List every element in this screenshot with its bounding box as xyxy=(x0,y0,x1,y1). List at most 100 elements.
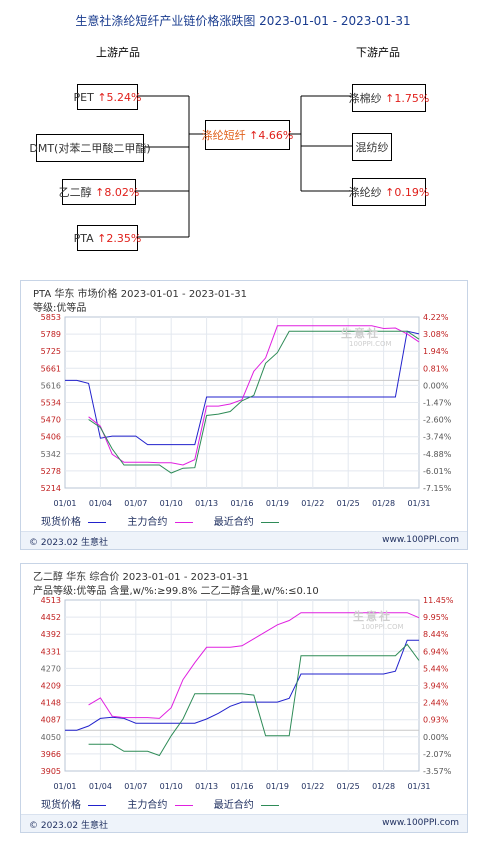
series-line-main xyxy=(88,325,420,466)
y-right-tick-label: 4.22% xyxy=(423,313,449,322)
x-tick-label: 01/07 xyxy=(124,782,147,791)
node-change: 8.02% xyxy=(104,185,140,199)
y-right-tick-label: 2.44% xyxy=(423,699,449,708)
y-left-tick-label: 3905 xyxy=(41,767,61,776)
x-tick-label: 01/13 xyxy=(195,499,218,508)
x-tick-label: 01/25 xyxy=(337,499,360,508)
chart-footer: © 2023.02 生意社 www.100PPI.com xyxy=(21,531,467,549)
y-right-tick-label: -2.60% xyxy=(423,416,452,425)
y-left-tick-label: 5616 xyxy=(41,381,61,390)
series-line-main xyxy=(88,612,420,719)
page-title: 生意社涤纶短纤产业链价格涨跌图 2023-01-01 - 2023-01-31 xyxy=(75,14,411,28)
y-right-tick-label: -3.57% xyxy=(423,767,452,776)
y-left-tick-label: 4148 xyxy=(41,699,61,708)
x-tick-label: 01/04 xyxy=(89,499,112,508)
y-right-tick-label: 11.45% xyxy=(423,596,454,605)
node-name: PET xyxy=(73,90,94,104)
chart-footer: © 2023.02 生意社 www.100PPI.com xyxy=(21,814,467,832)
footer-copyright: © 2023.02 生意社 xyxy=(29,821,108,831)
upstream-node-meg[interactable]: 乙二醇 ↑ 8.02% xyxy=(58,179,140,205)
y-right-tick-label: 3.94% xyxy=(423,682,449,691)
y-left-tick-label: 5534 xyxy=(41,399,61,408)
legend-recent-label: 最近合约 xyxy=(213,517,254,528)
node-name: 涤纶纱 xyxy=(348,186,382,199)
series-line-spot xyxy=(65,639,419,731)
legend-spot-label: 现货价格 xyxy=(41,517,81,528)
y-right-tick-label: 6.94% xyxy=(423,647,449,656)
downstream-node-polyester-yarn[interactable]: 涤纶纱 ↑ 0.19% xyxy=(348,178,430,206)
upstream-node-pet[interactable]: PET ↑ 5.24% xyxy=(73,84,142,110)
meg-chart-svg: 4513 11.45% 4452 9.95% 4392 8.44% 4331 6.94% 427… xyxy=(41,596,454,791)
up-arrow-icon: ↑ xyxy=(91,185,105,199)
legend-recent-swatch xyxy=(260,804,279,806)
y-left-tick-label: 4392 xyxy=(41,630,61,639)
y-left-tick-label: 5278 xyxy=(41,467,61,476)
y-left-tick-label: 4209 xyxy=(41,682,61,691)
footer-url[interactable]: www.100PPI.com xyxy=(382,535,459,545)
legend-main-label: 主力合约 xyxy=(127,800,168,811)
x-tick-label: 01/28 xyxy=(372,499,395,508)
y-left-tick-label: 5661 xyxy=(41,364,61,373)
legend-spot-swatch xyxy=(88,521,107,523)
series-line-spot xyxy=(65,330,420,446)
y-left-tick-label: 5342 xyxy=(41,450,61,459)
node-name: DMT(对苯二甲酸二甲酯) xyxy=(29,142,151,155)
footer-copyright: © 2023.02 生意社 xyxy=(29,538,108,548)
y-right-tick-label: 0.00% xyxy=(423,733,449,742)
node-name: 混纺纱 xyxy=(355,141,389,154)
up-arrow-icon: ↑ xyxy=(93,90,107,104)
x-tick-label: 01/28 xyxy=(372,782,395,791)
downstream-node-blended-yarn[interactable]: 混纺纱 xyxy=(352,133,392,161)
x-tick-label: 01/25 xyxy=(337,782,360,791)
node-name: 乙二醇 xyxy=(58,186,92,199)
node-change: 2.35% xyxy=(106,231,142,245)
y-right-tick-label: -6.01% xyxy=(423,467,452,476)
legend-recent-label: 最近合约 xyxy=(213,800,254,811)
x-tick-label: 01/16 xyxy=(230,499,253,508)
y-left-tick-label: 4050 xyxy=(41,733,61,742)
center-node[interactable]: 涤纶短纤 ↑ 4.66% xyxy=(201,120,294,150)
center-name: 涤纶短纤 xyxy=(201,129,246,142)
x-tick-label: 01/10 xyxy=(160,782,183,791)
node-name: 涤棉纱 xyxy=(348,92,382,105)
node-change: 5.24% xyxy=(106,90,142,104)
y-left-tick-label: 5789 xyxy=(41,330,61,339)
y-right-tick-label: 5.44% xyxy=(423,664,449,673)
node-name: PTA xyxy=(73,231,94,245)
y-right-tick-label: 3.08% xyxy=(423,330,449,339)
y-left-tick-label: 5853 xyxy=(41,313,61,322)
x-tick-label: 01/16 xyxy=(230,782,253,791)
x-tick-label: 01/01 xyxy=(53,782,76,791)
chart-legend: 现货价格 主力合约 最近合约 xyxy=(41,796,279,811)
downstream-node-tc-yarn[interactable]: 涤棉纱 ↑ 1.75% xyxy=(348,84,430,112)
y-right-tick-label: 1.94% xyxy=(423,347,449,356)
up-arrow-icon: ↑ xyxy=(245,128,259,142)
node-change: 1.75% xyxy=(394,91,430,105)
y-right-tick-label: 9.95% xyxy=(423,613,449,622)
legend-spot-swatch xyxy=(88,804,107,806)
watermark-name: 生意社 xyxy=(341,327,380,340)
center-change: 4.66% xyxy=(258,128,294,142)
upstream-label: 上游产品 xyxy=(96,46,140,59)
legend-main-swatch xyxy=(174,521,193,523)
footer-url[interactable]: www.100PPI.com xyxy=(382,818,459,828)
upstream-node-pta[interactable]: PTA ↑ 2.35% xyxy=(73,225,142,251)
y-left-tick-label: 5470 xyxy=(41,416,61,425)
chart-subtitle: 等级:优等品 xyxy=(33,303,87,314)
y-left-tick-label: 4270 xyxy=(41,664,61,673)
upstream-node-dmt[interactable]: DMT(对苯二甲酸二甲酯) xyxy=(29,134,151,162)
x-tick-label: 01/31 xyxy=(407,782,430,791)
y-left-tick-label: 3966 xyxy=(41,750,61,759)
y-right-tick-label: 0.00% xyxy=(423,381,449,390)
up-arrow-icon: ↑ xyxy=(381,91,395,105)
y-right-tick-label: 0.81% xyxy=(423,364,449,373)
series-line-recent xyxy=(88,643,420,757)
chart-subtitle: 产品等级:优等品 含量,w/%:≥99.8% 二乙二醇含量,w/%:≤0.10 xyxy=(33,586,319,597)
watermark-url: 100PPI.COM xyxy=(349,340,392,348)
y-right-tick-label: 8.44% xyxy=(423,630,449,639)
x-tick-label: 01/07 xyxy=(124,499,147,508)
y-left-tick-label: 5725 xyxy=(41,347,61,356)
node-change: 0.19% xyxy=(394,185,430,199)
chart-legend: 现货价格 主力合约 最近合约 xyxy=(41,513,279,528)
y-right-tick-label: -1.47% xyxy=(423,399,452,408)
